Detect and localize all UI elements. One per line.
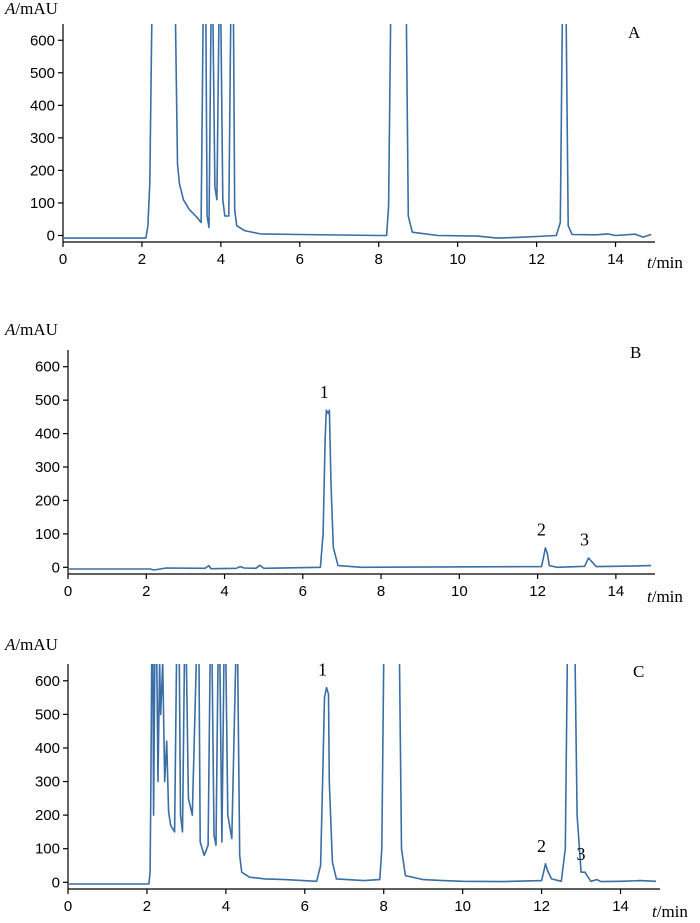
- x-axis-title: t/min: [647, 587, 683, 606]
- x-tick-label: 12: [533, 898, 550, 915]
- x-tick-label: 12: [528, 251, 545, 268]
- series-trace-b: [68, 409, 652, 571]
- peak-label: 1: [320, 382, 329, 402]
- x-tick-label: 2: [138, 251, 146, 268]
- y-tick-label: 100: [30, 195, 55, 212]
- y-tick-label: 500: [35, 392, 60, 409]
- chart-panel-a: 0 100 200 300 400 500 600 0 2 4 6 8 10 12 14 A/mAU t/min…: [4, 0, 683, 272]
- x-tick-label: 6: [301, 898, 309, 915]
- panel-letter: A: [628, 23, 641, 42]
- y-tick-label: 500: [35, 706, 60, 723]
- x-tick-label: 10: [451, 583, 468, 600]
- y-tick-label: 200: [30, 162, 55, 179]
- y-tick-label: 500: [30, 65, 55, 82]
- y-tick-label: 0: [52, 874, 60, 891]
- x-tick-label: 4: [222, 898, 230, 915]
- y-tick-label: 200: [35, 807, 60, 824]
- panel-letter: C: [633, 662, 644, 681]
- peak-label: 2: [537, 519, 546, 539]
- y-tick-label: 100: [35, 841, 60, 858]
- x-tick-label: 4: [217, 251, 225, 268]
- y-axis-title: A/mAU: [4, 635, 58, 654]
- peak-label: 2: [537, 836, 546, 856]
- x-tick-label: 12: [529, 583, 546, 600]
- x-tick-label: 8: [380, 898, 388, 915]
- x-tick-label: 0: [64, 583, 72, 600]
- x-tick-label: 0: [64, 898, 72, 915]
- y-tick-label: 600: [30, 32, 55, 49]
- y-tick-label: 300: [35, 774, 60, 791]
- y-tick-label: 100: [35, 526, 60, 543]
- y-tick-label: 400: [35, 426, 60, 443]
- x-tick-label: 2: [143, 898, 151, 915]
- y-tick-label: 200: [35, 492, 60, 509]
- x-tick-label: 6: [299, 583, 307, 600]
- y-tick-label: 0: [52, 559, 60, 576]
- panel-letter: B: [630, 343, 641, 362]
- y-tick-label: 400: [35, 740, 60, 757]
- x-tick-label: 10: [449, 251, 466, 268]
- y-tick-label: 0: [47, 227, 55, 244]
- series-trace-c: [68, 664, 657, 885]
- x-tick-label: 4: [220, 583, 228, 600]
- peak-label: 3: [580, 529, 589, 549]
- x-axis-title: t/min: [652, 902, 688, 921]
- y-tick-label: 300: [35, 459, 60, 476]
- x-tick-label: 6: [296, 251, 304, 268]
- peak-label: 1: [318, 660, 327, 680]
- x-tick-label: 14: [612, 898, 629, 915]
- x-tick-label: 14: [607, 251, 624, 268]
- y-axis-title: A/mAU: [4, 320, 58, 339]
- x-tick-label: 0: [59, 251, 67, 268]
- peak-label: 3: [577, 844, 586, 864]
- x-tick-label: 8: [375, 251, 383, 268]
- x-axis-title: t/min: [647, 253, 683, 272]
- series-trace-a: [63, 24, 652, 239]
- y-tick-label: 600: [35, 359, 60, 376]
- y-tick-label: 600: [35, 673, 60, 690]
- y-tick-label: 300: [30, 130, 55, 147]
- y-tick-label: 400: [30, 97, 55, 114]
- x-tick-label: 10: [454, 898, 471, 915]
- x-tick-label: 14: [608, 583, 625, 600]
- x-tick-label: 8: [377, 583, 385, 600]
- x-tick-label: 2: [142, 583, 150, 600]
- y-axis-title: A/mAU: [4, 0, 58, 18]
